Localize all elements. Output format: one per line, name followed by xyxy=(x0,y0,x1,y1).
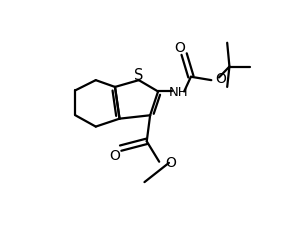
Text: O: O xyxy=(110,148,120,162)
Text: O: O xyxy=(165,155,176,169)
Text: S: S xyxy=(134,68,144,83)
Text: NH: NH xyxy=(169,86,188,99)
Text: O: O xyxy=(215,72,226,86)
Text: O: O xyxy=(174,41,185,55)
